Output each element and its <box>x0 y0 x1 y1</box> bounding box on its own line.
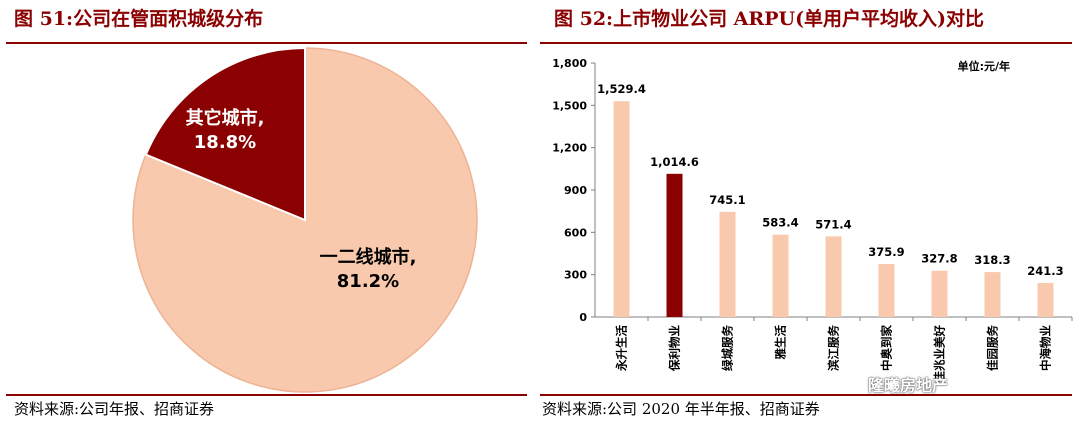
y-tick-label: 1,500 <box>552 99 587 112</box>
unit-label: 单位:元/年 <box>958 59 1010 73</box>
bar <box>719 211 736 317</box>
pie-chart-panel: 图 51:公司在管面积城级分布 一二线城市, 81.2% 其它城市, 18.8% 资料… <box>0 0 527 432</box>
x-category-label: 绿城服务 <box>721 325 735 371</box>
bar <box>613 101 630 318</box>
x-category-label: 佳兆业美好 <box>933 325 947 383</box>
bar-title-rule <box>540 42 1072 44</box>
bar <box>931 270 948 317</box>
pie-title-rule <box>6 42 527 44</box>
watermark: 隆曦房地产 <box>868 376 949 395</box>
x-category-label: 永升生活 <box>615 325 629 372</box>
x-category-label: 保利物业 <box>668 325 682 372</box>
bar <box>1037 282 1054 317</box>
y-tick-label: 900 <box>564 184 587 197</box>
pie-slice-label: 其它城市, <box>186 107 265 129</box>
y-tick-label: 0 <box>579 311 587 324</box>
y-tick-label: 1,800 <box>552 57 587 70</box>
bar-value-label: 1,529.4 <box>597 82 646 96</box>
bar-source-rule <box>540 394 1072 396</box>
bar <box>666 173 683 317</box>
bar-value-label: 375.9 <box>868 245 904 259</box>
bar <box>825 236 842 317</box>
bar-value-label: 1,014.6 <box>650 155 699 169</box>
x-category-label: 滨江服务 <box>827 325 841 371</box>
bar-figure-title: 图 52:上市物业公司 ARPU(单用户平均收入)对比 <box>554 8 985 30</box>
pie-figure-title: 图 51:公司在管面积城级分布 <box>14 8 264 30</box>
x-category-label: 中奥到家 <box>880 325 894 371</box>
bar-chart-panel: 图 52:上市物业公司 ARPU(单用户平均收入)对比 0 300 600 900 1,… <box>540 0 1080 432</box>
pie-slice-value: 18.8% <box>194 132 256 153</box>
y-tick-label: 300 <box>564 269 587 282</box>
y-tick-label: 600 <box>564 226 587 239</box>
pie-source: 资料来源:公司年报、招商证券 <box>14 400 215 418</box>
pie-source-rule <box>6 394 527 396</box>
bar-value-label: 571.4 <box>815 217 851 231</box>
bar-value-label: 241.3 <box>1027 264 1063 278</box>
bar-source: 资料来源:公司 2020 年半年报、招商证券 <box>542 400 820 418</box>
pie-chart: 一二线城市, 81.2% 其它城市, 18.8% <box>132 46 478 393</box>
x-category-label: 中海物业 <box>1039 325 1053 371</box>
x-category-label: 雅生活 <box>774 325 788 361</box>
bar <box>984 272 1001 317</box>
bar-value-label: 745.1 <box>709 193 745 207</box>
y-tick-label: 1,200 <box>552 142 587 155</box>
bar <box>878 263 895 317</box>
pie-slice <box>144 46 306 222</box>
bar-value-label: 583.4 <box>762 216 798 230</box>
x-category-label: 佳园服务 <box>986 325 1000 371</box>
bar <box>772 234 789 317</box>
bar-value-label: 318.3 <box>974 253 1010 267</box>
bar-value-label: 327.8 <box>921 252 957 266</box>
pie-slice-label: 一二线城市, <box>320 246 417 268</box>
pie-slice-value: 81.2% <box>337 271 399 292</box>
bar-chart: 0 300 600 900 1,200 1,500 1,800 单位:元/年 1,529.4 永升… <box>552 57 1073 383</box>
